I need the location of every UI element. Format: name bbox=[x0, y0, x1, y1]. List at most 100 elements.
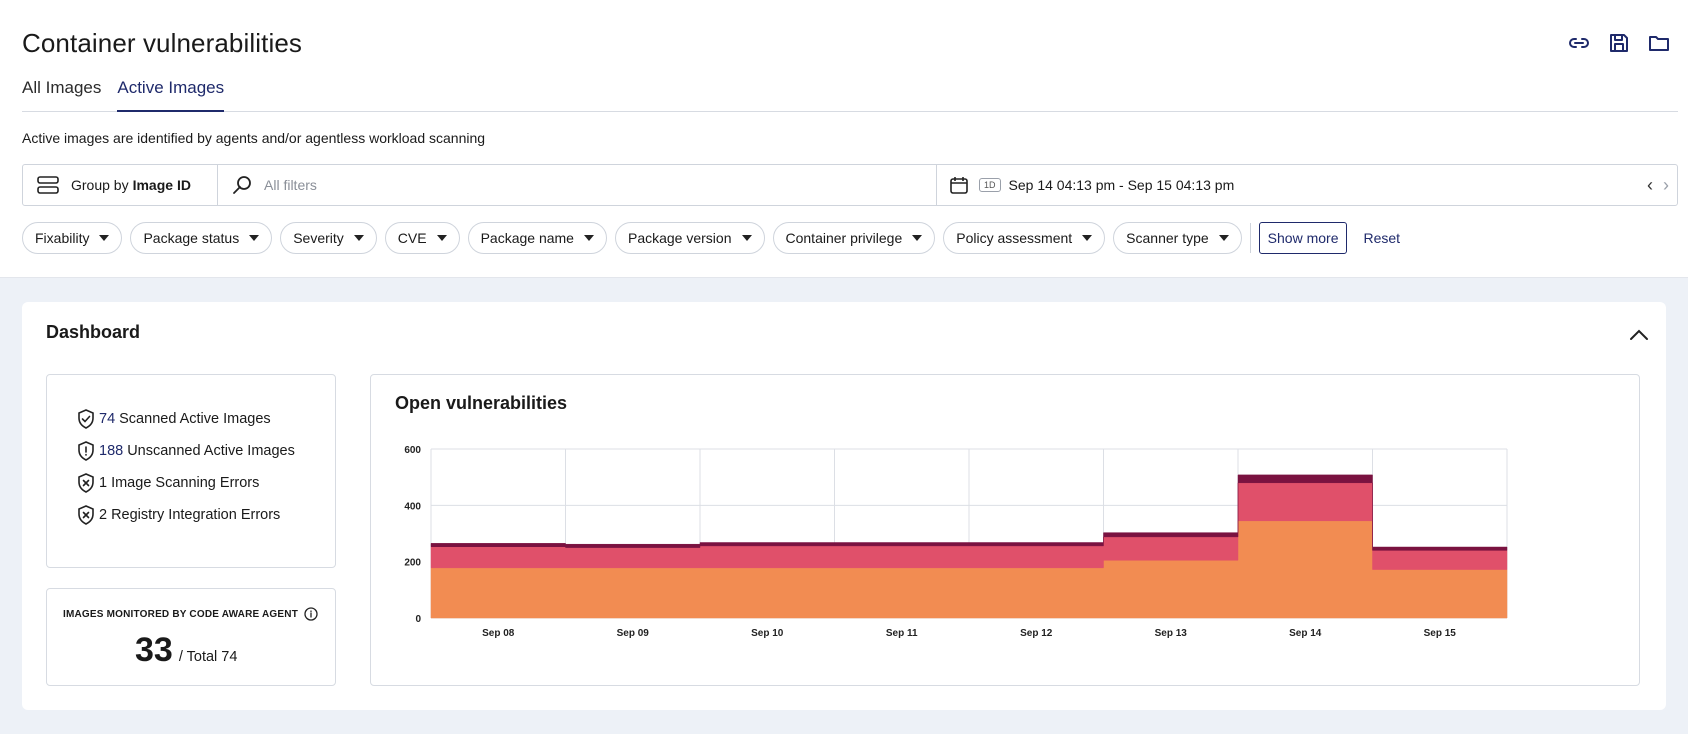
filter-label: Package name bbox=[480, 230, 574, 246]
y-tick-label: 0 bbox=[415, 614, 421, 625]
open-vulnerabilities-card: Open vulnerabilities 0 200 400 600 Sep 08 Sep… bbox=[370, 374, 1640, 686]
scan-stat-registry-errors: 2 Registry Integration Errors bbox=[77, 505, 280, 525]
dashboard-title: Dashboard bbox=[46, 322, 141, 342]
shield-alert-icon bbox=[78, 441, 94, 461]
filter-label: Policy assessment bbox=[956, 230, 1073, 246]
filter-label: Fixability bbox=[35, 230, 90, 246]
y-tick-label: 400 bbox=[404, 501, 421, 512]
date-nav: ‹ › bbox=[1647, 165, 1669, 205]
tab-all-images[interactable]: All Images bbox=[22, 78, 102, 97]
agent-total: / Total 74 bbox=[178, 649, 238, 665]
filter-package-version[interactable]: Package version bbox=[614, 222, 765, 254]
agent-value: 33 / Total 74 bbox=[135, 631, 237, 670]
filter-bar: Fixability Package status Severity CVE P… bbox=[22, 222, 1400, 254]
filter-package-name[interactable]: Package name bbox=[467, 222, 607, 254]
filter-scanner-type[interactable]: Scanner type bbox=[1113, 222, 1242, 254]
caret-down-icon bbox=[1218, 235, 1229, 241]
caret-down-icon bbox=[912, 235, 923, 241]
scan-stat-label: Unscanned Active Images bbox=[127, 443, 295, 459]
page-description: Active images are identified by agents a… bbox=[22, 130, 486, 146]
group-by-prefix: Group by bbox=[71, 177, 129, 193]
scan-stat-unscanned: 188 Unscanned Active Images bbox=[77, 441, 295, 461]
scan-stat-label: Scanned Active Images bbox=[119, 411, 271, 427]
caret-down-icon bbox=[436, 235, 447, 241]
scan-stat-scanned: 74 Scanned Active Images bbox=[77, 409, 271, 429]
folder-icon bbox=[1649, 36, 1669, 51]
search-input[interactable] bbox=[264, 177, 764, 193]
info-icon[interactable] bbox=[304, 607, 318, 621]
x-tick-label: Sep 14 bbox=[1289, 628, 1322, 639]
vulnerability-chart: 0 200 400 600 Sep 08 Sep 09 Sep 10 Sep 11 Sep 12… bbox=[404, 445, 1508, 639]
filter-package-status[interactable]: Package status bbox=[130, 222, 273, 254]
scan-stat-label: Registry Integration Errors bbox=[111, 507, 281, 523]
unscanned-count-link[interactable]: 188 bbox=[99, 443, 124, 459]
caret-down-icon bbox=[583, 235, 594, 241]
filter-policy-assessment[interactable]: Policy assessment bbox=[943, 222, 1106, 254]
tab-bar: All Images Active Images bbox=[22, 78, 1678, 112]
shield-x-icon bbox=[78, 505, 94, 525]
copy-link-button[interactable] bbox=[1566, 30, 1592, 56]
filter-label: Container privilege bbox=[785, 230, 903, 246]
x-tick-label: Sep 13 bbox=[1155, 628, 1188, 639]
x-tick-label: Sep 08 bbox=[482, 628, 515, 639]
chevron-up-icon bbox=[1630, 329, 1648, 340]
open-folder-button[interactable] bbox=[1646, 30, 1672, 56]
x-tick-label: Sep 15 bbox=[1424, 628, 1457, 639]
filter-container-privilege[interactable]: Container privilege bbox=[772, 222, 936, 254]
scanned-count-link[interactable]: 74 bbox=[99, 411, 116, 427]
dashboard-panel: Dashboard 74 Scanned Active Images 188 U… bbox=[22, 302, 1666, 710]
date-range-text: Sep 14 04:13 pm - Sep 15 04:13 pm bbox=[1008, 177, 1235, 193]
group-by-value: Image ID bbox=[132, 177, 191, 193]
agent-count: 33 bbox=[135, 631, 173, 669]
scanning-errors-count: 1 bbox=[99, 475, 108, 491]
range-badge: 1D bbox=[979, 178, 1001, 192]
tab-active-images[interactable]: Active Images bbox=[117, 78, 225, 112]
header-actions bbox=[1566, 30, 1672, 56]
x-tick-label: Sep 11 bbox=[886, 628, 918, 639]
x-tick-label: Sep 10 bbox=[751, 628, 784, 639]
page-header-region: Container vulnerabilities All Images Act… bbox=[0, 0, 1688, 278]
filter-label: CVE bbox=[397, 230, 427, 246]
date-prev-button[interactable]: ‹ bbox=[1647, 174, 1653, 195]
save-button[interactable] bbox=[1606, 30, 1632, 56]
link-icon bbox=[1569, 38, 1589, 48]
x-tick-label: Sep 09 bbox=[617, 628, 650, 639]
group-by-button[interactable]: Group by Image ID bbox=[23, 165, 218, 205]
filter-label: Scanner type bbox=[1126, 230, 1209, 246]
registry-errors-count: 2 bbox=[99, 507, 108, 523]
caret-down-icon bbox=[741, 235, 752, 241]
series-area-2 bbox=[430, 474, 1508, 551]
y-tick-label: 600 bbox=[404, 445, 421, 456]
search-icon bbox=[233, 176, 251, 194]
group-stack-icon bbox=[37, 176, 59, 194]
y-tick-label: 200 bbox=[404, 558, 421, 569]
scan-stat-errors: 1 Image Scanning Errors bbox=[77, 473, 259, 493]
agent-label-text: IMAGES MONITORED BY CODE AWARE AGENT bbox=[63, 608, 298, 620]
agent-card-label: IMAGES MONITORED BY CODE AWARE AGENT bbox=[63, 607, 318, 621]
filter-label: Package status bbox=[143, 230, 240, 246]
filter-cve[interactable]: CVE bbox=[384, 222, 460, 254]
caret-down-icon bbox=[353, 235, 364, 241]
caret-down-icon bbox=[1082, 235, 1093, 241]
save-icon bbox=[1610, 34, 1628, 52]
show-more-button[interactable]: Show more bbox=[1258, 222, 1348, 254]
page-title: Container vulnerabilities bbox=[22, 28, 302, 58]
calendar-icon bbox=[950, 177, 968, 194]
caret-down-icon bbox=[249, 235, 260, 241]
reset-link[interactable]: Reset bbox=[1363, 230, 1401, 246]
query-toolbar: Group by Image ID 1D Sep 14 04:13 pm - S… bbox=[22, 164, 1678, 206]
filter-severity[interactable]: Severity bbox=[280, 222, 377, 254]
filter-fixability[interactable]: Fixability bbox=[22, 222, 123, 254]
chart-title: Open vulnerabilities bbox=[395, 393, 568, 413]
filter-label: Severity bbox=[293, 230, 344, 246]
date-range-picker[interactable]: 1D Sep 14 04:13 pm - Sep 15 04:13 pm ‹ › bbox=[937, 165, 1677, 205]
caret-down-icon bbox=[99, 235, 110, 241]
filter-divider bbox=[1249, 223, 1251, 253]
shield-check-icon bbox=[78, 409, 94, 429]
x-tick-label: Sep 12 bbox=[1020, 628, 1053, 639]
date-next-button[interactable]: › bbox=[1663, 174, 1669, 195]
collapse-button[interactable] bbox=[1626, 322, 1652, 348]
scan-summary-card: 74 Scanned Active Images 188 Unscanned A… bbox=[46, 374, 336, 568]
search-box bbox=[218, 165, 937, 205]
shield-x-icon bbox=[78, 473, 94, 493]
